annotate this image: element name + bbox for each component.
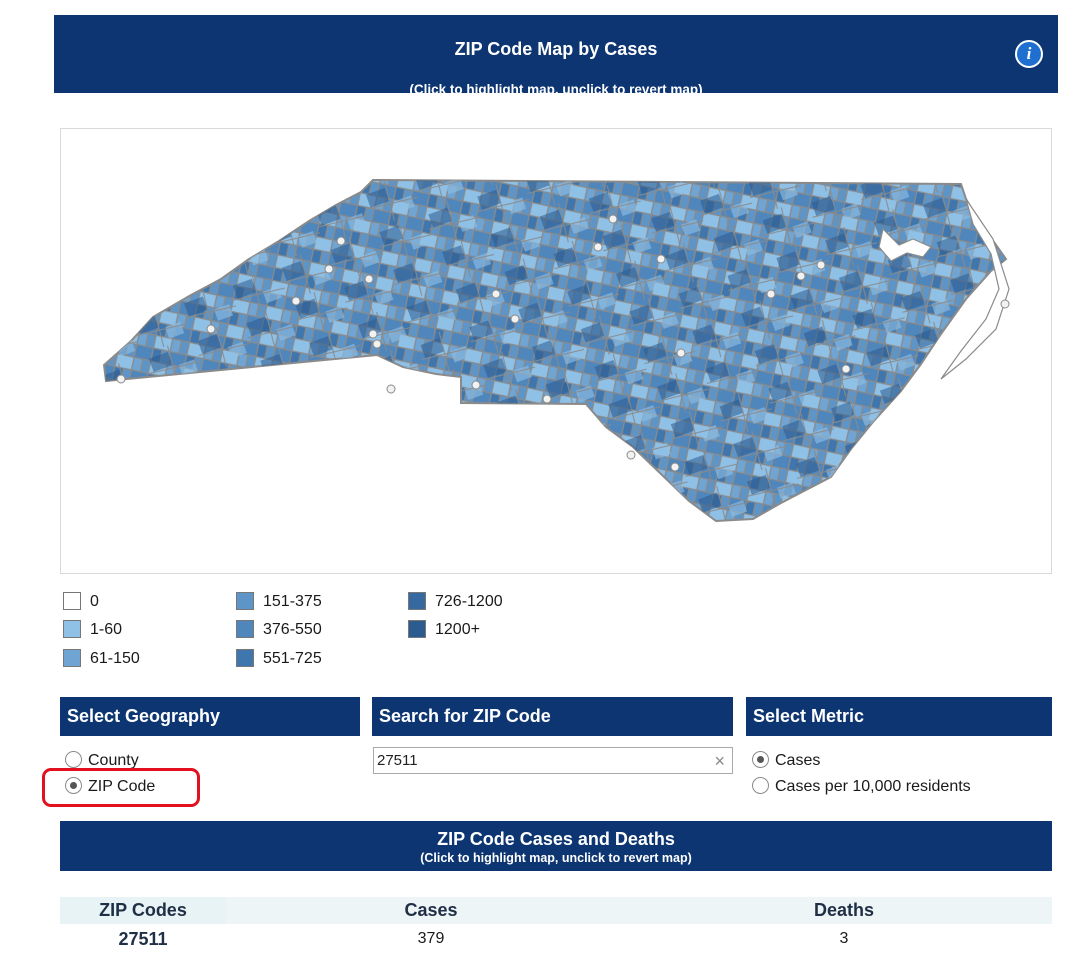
column-header-cases[interactable]: Cases [404,900,458,920]
legend-item-0: 0 [63,592,99,614]
radio-zip-code[interactable]: ZIP Code [65,777,155,799]
radio-button[interactable] [65,751,82,768]
legend-item-1200-plus: 1200+ [408,620,480,642]
legend-swatch [408,592,426,610]
clear-icon[interactable]: × [714,751,725,771]
legend-swatch [63,592,81,610]
legend-swatch [408,620,426,638]
legend-swatch [236,592,254,610]
cell-zip: 27511 [118,929,168,949]
legend-swatch [63,620,81,638]
zip-code-map[interactable] [60,128,1052,574]
radio-label: Cases per 10,000 residents [775,778,971,795]
select-metric-header: Select Metric [746,697,1052,736]
legend-item-1-60: 1-60 [63,620,122,642]
info-icon[interactable]: i [1015,40,1043,68]
table-subtitle: (Click to highlight map, unclick to reve… [420,851,692,865]
table-header-bg [226,897,1052,924]
north-carolina-map[interactable] [61,129,1051,573]
map-title-banner: ZIP Code Map by Cases (Click to highligh… [54,15,1058,97]
radio-county[interactable]: County [65,751,139,773]
radio-button[interactable] [65,777,82,794]
legend-item-151-375: 151-375 [236,592,322,614]
sound-water [878,227,932,262]
outer-banks [940,198,1010,380]
select-geography-header: Select Geography [60,697,360,736]
legend-item-376-550: 376-550 [236,620,322,642]
radio-button[interactable] [752,777,769,794]
radio-button[interactable] [752,751,769,768]
legend-item-551-725: 551-725 [236,649,322,671]
column-header-zip-codes[interactable]: ZIP Codes [99,900,187,920]
search-zip-header: Search for ZIP Code [372,697,733,736]
radio-label: ZIP Code [88,778,156,795]
table-title: ZIP Code Cases and Deaths [437,829,675,849]
legend-swatch [236,649,254,667]
cell-cases: 379 [417,930,445,947]
radio-label: County [88,752,139,769]
zip-overlay [104,180,1006,521]
map-subtitle: (Click to highlight map, unclick to reve… [409,82,703,97]
legend-swatch [236,620,254,638]
legend-swatch [63,649,81,667]
cell-deaths: 3 [839,930,849,947]
radio-cases-per-10000[interactable]: Cases per 10,000 residents [752,777,971,799]
table-title-banner: ZIP Code Cases and Deaths (Click to high… [60,821,1052,871]
map-title: ZIP Code Map by Cases [454,39,658,59]
radio-label: Cases [775,752,821,769]
zip-search-box[interactable]: × [373,747,733,774]
zero-case-markers [116,214,1010,472]
legend-item-61-150: 61-150 [63,649,140,671]
legend-item-726-1200: 726-1200 [408,592,503,614]
zip-code-highlight-outline [42,768,200,807]
zip-search-input[interactable] [377,751,707,770]
column-header-deaths[interactable]: Deaths [813,900,875,920]
radio-cases[interactable]: Cases [752,751,820,773]
